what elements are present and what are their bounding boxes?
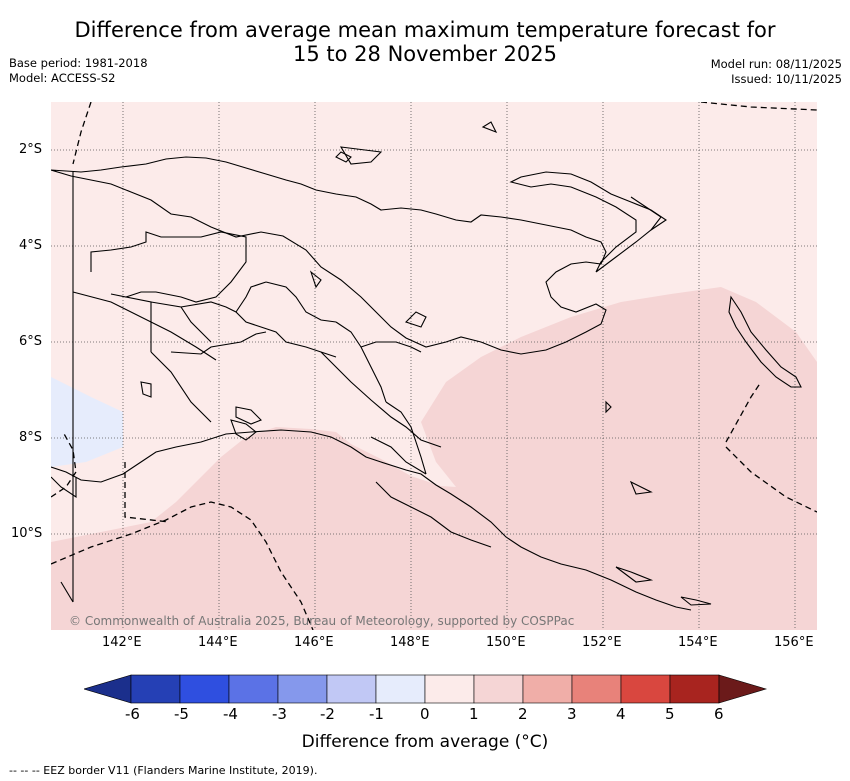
lon-label-142e: 142°E [102, 635, 142, 650]
model-name: Model: ACCESS-S2 [9, 71, 116, 85]
meta-left: Base period: 1981-2018 Model: ACCESS-S2 [9, 56, 148, 86]
lon-label-152e: 152°E [582, 635, 622, 650]
cb-tick: 1 [469, 705, 479, 723]
map-copyright: © Commonwealth of Australia 2025, Bureau… [69, 614, 574, 628]
cb-tick: 6 [714, 705, 724, 723]
colorbar-segment [473, 674, 524, 704]
cb-tick: 2 [518, 705, 528, 723]
cb-tick: -4 [223, 705, 238, 723]
base-period: Base period: 1981-2018 [9, 56, 148, 70]
cb-tick: -1 [369, 705, 384, 723]
lon-label-146e: 146°E [294, 635, 334, 650]
page-title: Difference from average mean maximum tem… [0, 18, 850, 66]
cb-tick: -2 [320, 705, 335, 723]
colorbar-segment [669, 674, 720, 704]
colorbar-extend-low [84, 674, 132, 704]
coastlines [51, 121, 802, 611]
lon-label-150e: 150°E [486, 635, 526, 650]
region-minus-1-to-0 [51, 377, 123, 467]
lon-label-156e: 156°E [774, 635, 814, 650]
lat-label-6s: 6°S [19, 334, 43, 349]
cb-tick: -5 [174, 705, 189, 723]
lat-label-10s: 10°S [11, 526, 43, 541]
title-line-1: Difference from average mean maximum tem… [74, 18, 776, 42]
colorbar-segment [424, 674, 475, 704]
cb-tick: 5 [665, 705, 675, 723]
meta-right: Model run: 08/11/2025 Issued: 10/11/2025 [711, 57, 842, 87]
colorbar-segment [228, 674, 279, 704]
title-line-2: 15 to 28 November 2025 [293, 42, 557, 66]
cb-tick: -6 [125, 705, 140, 723]
colorbar-extend-high [718, 674, 768, 704]
lon-label-154e: 154°E [678, 635, 718, 650]
model-run: Model run: 08/11/2025 [710, 57, 842, 71]
lat-label-2s: 2°S [19, 142, 43, 157]
lon-label-144e: 144°E [198, 635, 238, 650]
colorbar [84, 674, 768, 704]
colorbar-segment [179, 674, 230, 704]
forecast-map: © Commonwealth of Australia 2025, Bureau… [51, 102, 817, 630]
colorbar-title: Difference from average (°C) [301, 732, 549, 752]
cb-tick: -3 [272, 705, 287, 723]
colorbar-segment [277, 674, 328, 704]
colorbar-segment [130, 674, 181, 704]
colorbar-segment [375, 674, 426, 704]
cb-tick: 4 [616, 705, 626, 723]
eez-borders [51, 102, 817, 630]
colorbar-segment [571, 674, 622, 704]
lon-label-148e: 148°E [390, 635, 430, 650]
issued-date: Issued: 10/11/2025 [731, 72, 842, 86]
lat-label-8s: 8°S [19, 430, 43, 445]
eez-legend-footnote: -- -- -- EEZ border V11 (Flanders Marine… [9, 764, 318, 777]
lat-label-4s: 4°S [19, 238, 43, 253]
region-1-to-2 [51, 287, 817, 630]
cb-tick: 3 [567, 705, 577, 723]
colorbar-segment [522, 674, 573, 704]
cb-tick: 0 [420, 705, 430, 723]
colorbar-segment [326, 674, 377, 704]
colorbar-segment [620, 674, 671, 704]
